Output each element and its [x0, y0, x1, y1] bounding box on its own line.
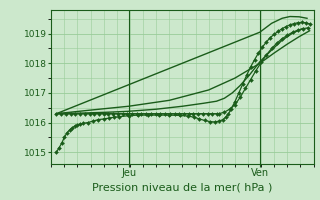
- X-axis label: Pression niveau de la mer( hPa ): Pression niveau de la mer( hPa ): [92, 182, 273, 192]
